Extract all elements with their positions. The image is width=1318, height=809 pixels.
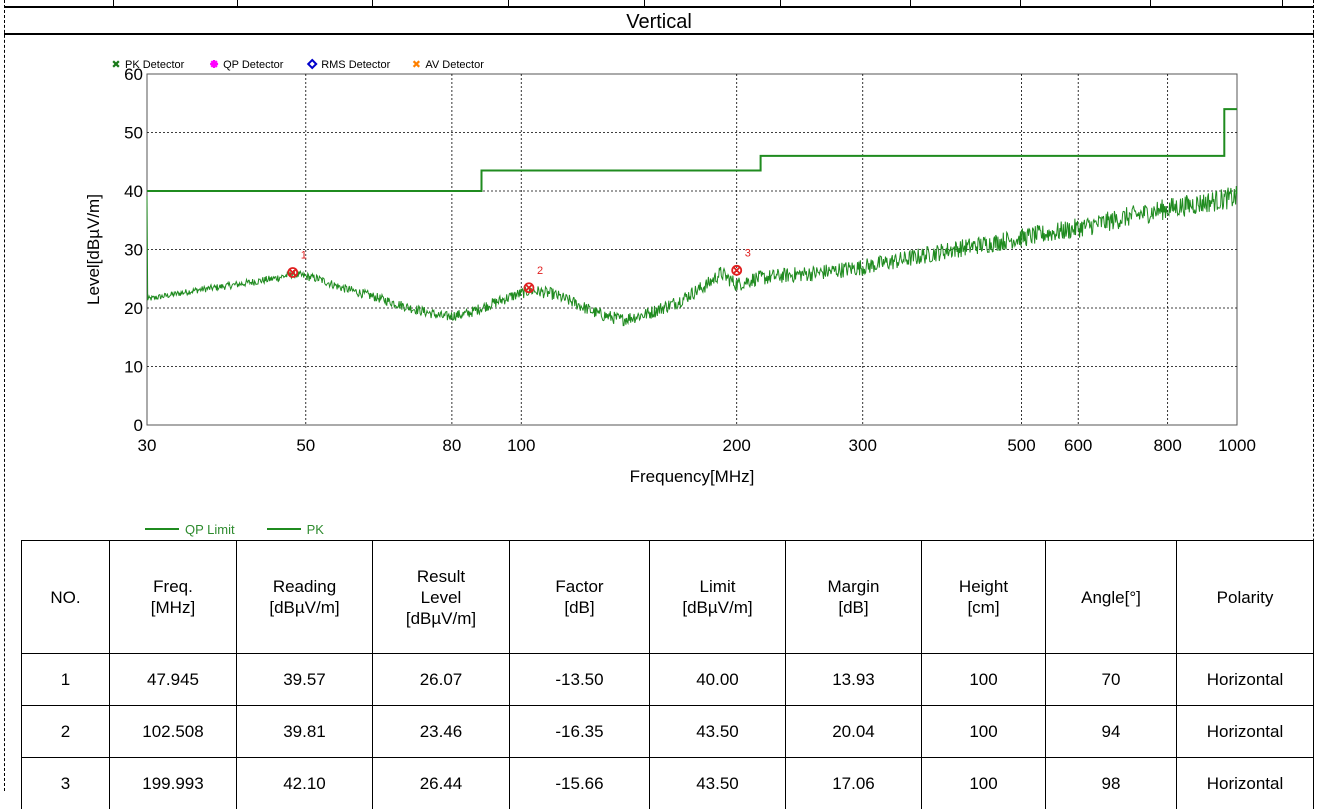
table-cell: 23.46 (373, 706, 510, 758)
table-cell: -15.66 (510, 758, 650, 809)
detector-legend-label: QP Detector (223, 59, 284, 71)
table-edge-tick (237, 0, 238, 8)
y-tick-label: 50 (124, 124, 143, 143)
series-legend-label: PK (307, 522, 324, 537)
x-axis-label: Frequency[MHz] (630, 467, 755, 486)
detector-legend-label: RMS Detector (321, 59, 390, 71)
column-header: NO. (22, 541, 110, 654)
table-cell: 39.81 (237, 706, 373, 758)
column-header: Limit[dBµV/m] (650, 541, 786, 654)
peak-marker-label: 1 (301, 249, 307, 261)
table-cell: 39.57 (237, 654, 373, 706)
detector-legend-item: RMS Detector (308, 59, 390, 71)
y-tick-label: 10 (124, 358, 143, 377)
x-tick-label: 50 (296, 436, 315, 455)
table-cell: 20.04 (786, 706, 922, 758)
y-tick-label: 0 (134, 416, 143, 435)
table-cell: Horizontal (1177, 706, 1314, 758)
x-tick-label: 80 (442, 436, 461, 455)
table-cell: 98 (1046, 758, 1177, 809)
detector-legend-label: PK Detector (125, 59, 185, 71)
diamond-marker-icon (308, 60, 316, 68)
x-tick-label: 100 (507, 436, 535, 455)
series-legend-label: QP Limit (185, 522, 235, 537)
x-tick-label: 600 (1064, 436, 1092, 455)
detector-legend-item: AV Detector (414, 59, 485, 71)
line-swatch-icon (267, 528, 301, 530)
table-cell: -16.35 (510, 706, 650, 758)
table-cell: 40.00 (650, 654, 786, 706)
table-cell: 102.508 (110, 706, 237, 758)
x-tick-label: 500 (1007, 436, 1035, 455)
table-cell: 94 (1046, 706, 1177, 758)
y-axis-label: Level[dBµV/m] (84, 194, 103, 305)
table-edge-tick (113, 0, 114, 8)
table-cell: 13.93 (786, 654, 922, 706)
x-tick-label: 800 (1153, 436, 1181, 455)
column-header: Polarity (1177, 541, 1314, 654)
table-cell: -13.50 (510, 654, 650, 706)
table-cell: 70 (1046, 654, 1177, 706)
peak-marker-label: 3 (745, 247, 751, 259)
series-legend-item: PK (267, 522, 324, 537)
detector-legend-item: QP Detector (210, 59, 284, 71)
table-cell: 3 (22, 758, 110, 809)
y-tick-label: 30 (124, 241, 143, 260)
table-edge-tick (1150, 0, 1151, 8)
table-cell: 26.07 (373, 654, 510, 706)
table-cell: 100 (922, 706, 1046, 758)
peak-marker-label: 2 (537, 265, 543, 277)
series-legend-item: QP Limit (145, 522, 235, 537)
x-tick-label: 200 (723, 436, 751, 455)
x-tick-label: 1000 (1218, 436, 1256, 455)
table-edge-tick (1282, 0, 1283, 8)
table-edge-tick (508, 0, 509, 8)
table-cell: 26.44 (373, 758, 510, 809)
column-header: Freq.[MHz] (110, 541, 237, 654)
detector-legend-label: AV Detector (425, 59, 484, 71)
table-edge-tick (1020, 0, 1021, 8)
table-cell: 1 (22, 654, 110, 706)
column-header: Height[cm] (922, 541, 1046, 654)
table-edge-tick (644, 0, 645, 8)
x-tick-label: 30 (138, 436, 157, 455)
line-swatch-icon (145, 528, 179, 530)
table-cell: 47.945 (110, 654, 237, 706)
y-tick-label: 20 (124, 299, 143, 318)
table-edge-tick (780, 0, 781, 8)
table-cell: Horizontal (1177, 654, 1314, 706)
column-header: Angle[°] (1046, 541, 1177, 654)
table-cell: 42.10 (237, 758, 373, 809)
column-header: Factor[dB] (510, 541, 650, 654)
table-cell: Horizontal (1177, 758, 1314, 809)
table-cell: 100 (922, 654, 1046, 706)
series-legend: QP Limit PK (145, 518, 356, 537)
x-tick-label: 300 (849, 436, 877, 455)
y-tick-label: 40 (124, 182, 143, 201)
table-cell: 43.50 (650, 758, 786, 809)
polarization-title: Vertical (4, 9, 1314, 35)
table-cell: 100 (922, 758, 1046, 809)
table-edge-tick (372, 0, 373, 8)
table-edge-tick (910, 0, 911, 8)
previous-table-edge (4, 0, 1314, 8)
table-cell: 17.06 (786, 758, 922, 809)
table-cell: 2 (22, 706, 110, 758)
table-cell: 199.993 (110, 758, 237, 809)
column-header: Margin[dB] (786, 541, 922, 654)
table-cell: 43.50 (650, 706, 786, 758)
column-header: Reading[dBµV/m] (237, 541, 373, 654)
